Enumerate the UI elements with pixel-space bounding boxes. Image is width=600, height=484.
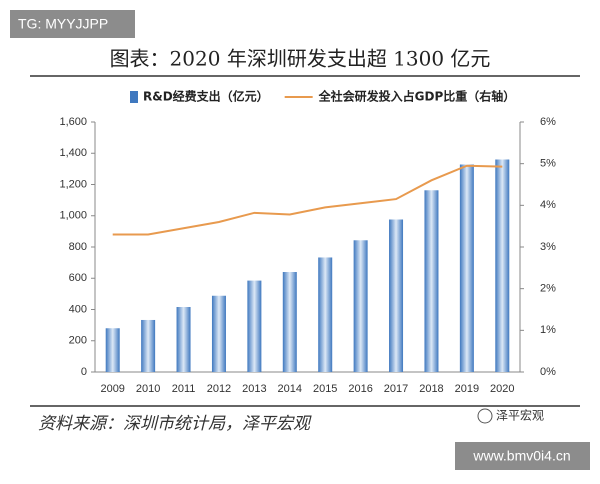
y-tick-label: 1,200 [59,178,87,190]
y2-tick-label: 5% [540,158,556,170]
watermark-box [10,10,135,38]
bar [459,164,474,372]
source: 资料来源：深圳市统计局，泽平宏观 [38,414,312,434]
bar [282,272,297,372]
bar [389,219,404,372]
x-tick-label: 2015 [313,383,337,395]
x-tick-label: 2020 [490,383,514,395]
y-tick-label: 800 [69,241,87,253]
y2-tick-label: 0% [540,366,556,378]
legend-swatch [130,91,138,103]
y2-tick-label: 6% [540,116,556,128]
watermark: www.bmv0i4.cn [472,448,570,464]
chart-title: 图表：2020 年深圳研发支出超 1300 亿元 [110,47,491,71]
bar [105,328,120,372]
y-tick-label: 1,400 [59,147,87,159]
bar [176,307,191,372]
x-tick-label: 2010 [136,383,160,395]
y2-tick-label: 4% [540,199,556,211]
x-tick-label: 2014 [278,383,302,395]
logo: 泽平宏观 [496,408,544,423]
x-tick-label: 2009 [100,383,124,395]
x-tick-label: 2011 [172,383,196,395]
logo-icon [477,408,493,424]
y2-tick-label: 2% [540,283,556,295]
y-tick-label: 1,600 [59,116,87,128]
y-tick-label: 200 [69,335,87,347]
bar [211,295,226,372]
y-tick-label: 1,000 [59,210,87,222]
bar [353,240,368,372]
x-tick-label: 2018 [419,383,443,395]
y-tick-label: 600 [69,272,87,284]
bar [141,319,156,372]
watermark: TG: MYYJJPP [18,16,108,32]
x-tick-label: 2013 [242,383,266,395]
legend-label: 全社会研发投入占GDP比重（右轴） [318,89,516,104]
x-tick-label: 2017 [384,383,408,395]
x-tick-label: 2012 [207,383,231,395]
y2-tick-label: 3% [540,241,556,253]
bar [318,257,333,372]
y-tick-label: 400 [69,303,87,315]
x-tick-label: 2016 [348,383,372,395]
bar [495,159,510,372]
line [112,164,503,236]
bar [247,280,262,372]
x-tick-label: 2019 [455,383,479,395]
bar [424,190,439,372]
y-tick-label: 0 [81,366,87,378]
watermark-box [455,442,590,470]
y2-tick-label: 1% [540,324,556,336]
legend-label: R&D经费支出（亿元） [143,89,269,104]
